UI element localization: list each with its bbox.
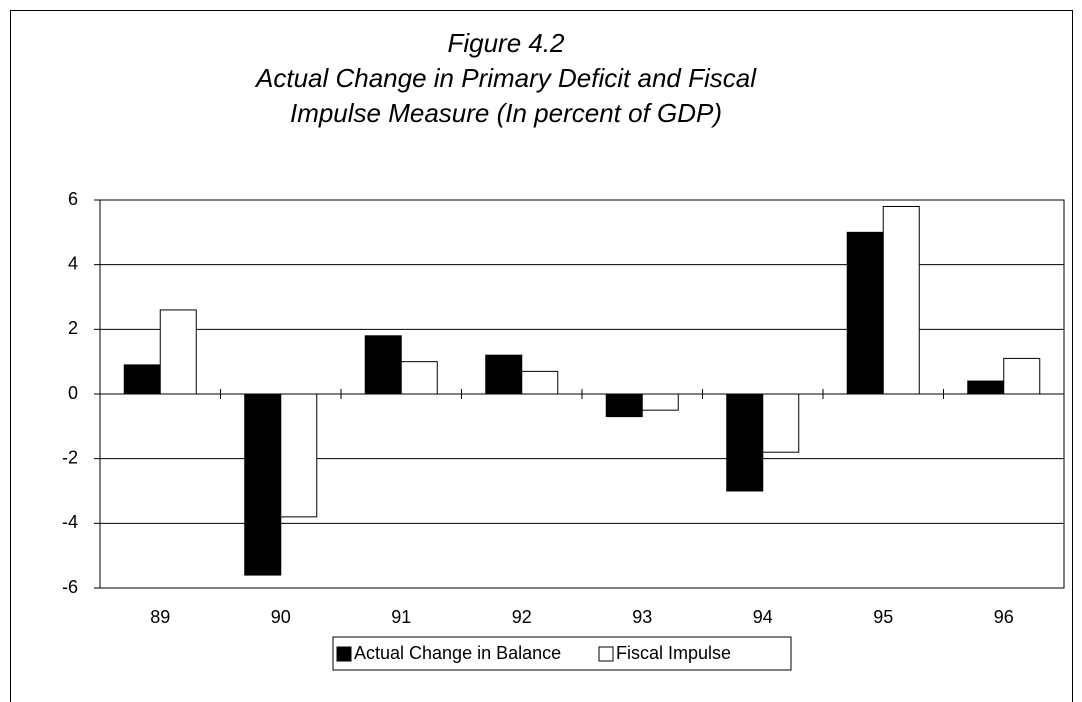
bar [159,309,197,395]
chart-title: Impulse Measure (In percent of GDP) [290,98,722,128]
x-tick-label: 90 [271,607,291,627]
legend-box [332,636,792,671]
chart-title: Actual Change in Primary Deficit and Fis… [254,63,757,93]
x-tick-label: 92 [512,607,532,627]
bar [123,364,161,395]
legend-label: Actual Change in Balance [354,643,561,663]
chart-title: Figure 4.2 [447,28,565,58]
bar [364,335,402,395]
bar [244,393,282,576]
bar [400,361,438,395]
bar [485,354,523,395]
x-tick-label: 95 [873,607,893,627]
y-tick-label: 6 [68,189,78,209]
legend-swatch [336,646,352,662]
bar [641,393,679,411]
bar [846,231,884,395]
bar [280,393,318,518]
bar [521,370,559,395]
y-tick-label: 4 [68,253,78,273]
y-tick-label: -4 [62,512,78,532]
y-tick-label: -6 [62,577,78,597]
x-tick-label: 96 [994,607,1014,627]
x-tick-label: 93 [632,607,652,627]
y-tick-label: 0 [68,383,78,403]
chart-border [10,10,1073,702]
plot-border [99,199,1065,589]
bar [762,393,800,453]
y-tick-label: -2 [62,447,78,467]
y-tick-label: 2 [68,318,78,338]
x-tick-label: 89 [150,607,170,627]
bar [605,393,643,418]
bar [882,205,920,395]
x-tick-label: 94 [753,607,773,627]
bar [1003,357,1041,395]
legend-label: Fiscal Impulse [616,643,731,663]
legend-swatch [598,646,614,662]
bar [967,380,1005,395]
bar [726,393,764,492]
x-tick-label: 91 [391,607,411,627]
